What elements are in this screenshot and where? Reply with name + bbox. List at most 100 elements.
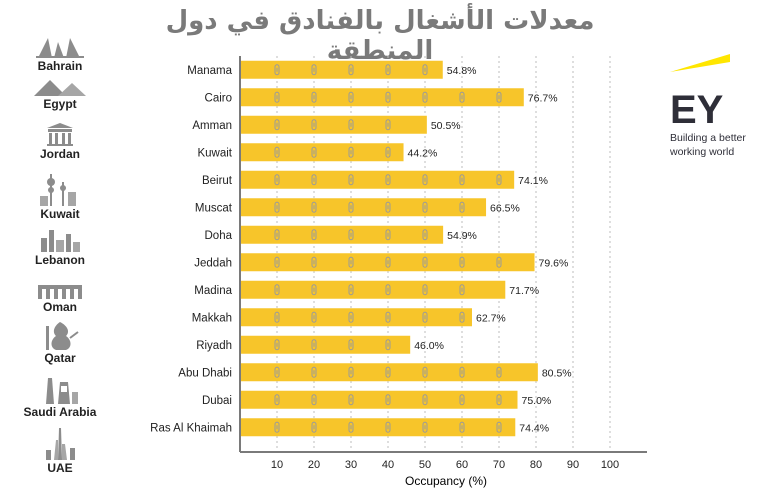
country-label: Qatar bbox=[44, 351, 76, 365]
value-label: 54.8% bbox=[447, 65, 477, 77]
bar-pin-icon bbox=[348, 394, 354, 406]
country-kuwait: Kuwait bbox=[0, 172, 120, 221]
bar-pin-icon bbox=[274, 174, 280, 186]
country-label: Saudi Arabia bbox=[23, 405, 97, 419]
bar-pin-icon bbox=[385, 284, 391, 296]
country-label: Kuwait bbox=[40, 207, 80, 221]
value-label: 79.6% bbox=[539, 257, 569, 269]
bar-pin-icon bbox=[385, 339, 391, 351]
bar-pin-icon bbox=[496, 256, 502, 268]
bar-pin-icon bbox=[274, 229, 280, 241]
bar bbox=[240, 363, 538, 382]
value-label: 75.0% bbox=[522, 395, 552, 407]
bar-pin-icon bbox=[311, 394, 317, 406]
bar-pin-icon bbox=[348, 366, 354, 378]
bar bbox=[240, 225, 444, 244]
bar-pin-icon bbox=[459, 174, 465, 186]
category-label: Jeddah bbox=[194, 257, 232, 269]
bar-pin-icon bbox=[385, 174, 391, 186]
bar bbox=[240, 60, 443, 79]
bar-pin-icon bbox=[274, 366, 280, 378]
bar-pin-icon bbox=[348, 146, 354, 158]
country-label: Oman bbox=[42, 300, 77, 314]
value-label: 50.5% bbox=[431, 120, 461, 132]
bar bbox=[240, 115, 427, 134]
country-label: Lebanon bbox=[35, 253, 85, 267]
bar-pin-icon bbox=[385, 201, 391, 213]
x-tick-label: 80 bbox=[530, 459, 542, 471]
value-label: 74.1% bbox=[518, 175, 548, 187]
bar-pin-icon bbox=[422, 174, 428, 186]
bar-pin-icon bbox=[274, 201, 280, 213]
category-label: Cairo bbox=[205, 92, 232, 104]
bar-pin-icon bbox=[422, 64, 428, 76]
value-label: 44.2% bbox=[408, 147, 438, 159]
bar-pin-icon bbox=[459, 394, 465, 406]
bar-pin-icon bbox=[385, 229, 391, 241]
bar-pin-icon bbox=[311, 229, 317, 241]
country-label: UAE bbox=[47, 461, 73, 475]
x-tick-label: 50 bbox=[419, 459, 431, 471]
bar-pin-icon bbox=[459, 366, 465, 378]
bar-pin-icon bbox=[348, 256, 354, 268]
category-label: Riyadh bbox=[196, 340, 232, 352]
bar-pin-icon bbox=[348, 311, 354, 323]
country-label: Jordan bbox=[39, 147, 80, 161]
bar-pin-icon bbox=[459, 91, 465, 103]
ey-logo: EY Building a better working world bbox=[670, 50, 765, 158]
value-label: 74.4% bbox=[519, 422, 549, 434]
bar bbox=[240, 143, 404, 162]
category-label: Kuwait bbox=[197, 147, 232, 159]
country-saudi-arabia: Saudi Arabia bbox=[0, 374, 120, 419]
ey-tagline-line2: working world bbox=[670, 146, 735, 159]
bar-pin-icon bbox=[385, 64, 391, 76]
bar bbox=[240, 88, 524, 107]
bar-pin-icon bbox=[422, 366, 428, 378]
country-lebanon: Lebanon bbox=[0, 226, 120, 267]
bar-pin-icon bbox=[274, 339, 280, 351]
bar-pin-icon bbox=[348, 229, 354, 241]
bar-pin-icon bbox=[311, 366, 317, 378]
bar-pin-icon bbox=[422, 421, 428, 433]
bar-pin-icon bbox=[422, 394, 428, 406]
bar-pin-icon bbox=[348, 174, 354, 186]
labels: 10 20 30 40 50 60 70 80 90 100 Manama 54.8% Cairo 76.… bbox=[150, 65, 619, 471]
country-icon-column: Bahrain Egypt Jordan Kuwait bbox=[0, 0, 120, 500]
bar-pin-icon bbox=[311, 174, 317, 186]
bar-pin-icon bbox=[311, 311, 317, 323]
bar-pin-icon bbox=[348, 91, 354, 103]
country-oman: Oman bbox=[0, 281, 120, 314]
country-bahrain: Bahrain bbox=[0, 36, 120, 73]
bar-pin-icon bbox=[459, 421, 465, 433]
value-label: 46.0% bbox=[414, 340, 444, 352]
x-tick-label: 70 bbox=[493, 459, 505, 471]
pyramids-icon bbox=[34, 80, 86, 96]
burj-khalifa-icon bbox=[46, 428, 75, 460]
bar bbox=[240, 170, 515, 189]
category-label: Ras Al Khaimah bbox=[150, 422, 232, 434]
x-tick-label: 100 bbox=[601, 459, 619, 471]
bar-pin-icon bbox=[385, 119, 391, 131]
bar-pin-icon bbox=[274, 394, 280, 406]
country-uae: UAE bbox=[0, 428, 120, 475]
bar-pin-icon bbox=[348, 339, 354, 351]
oman-fort-icon bbox=[38, 285, 82, 299]
bar-pin-icon bbox=[311, 284, 317, 296]
value-label: 62.7% bbox=[476, 312, 506, 324]
bar-pin-icon bbox=[348, 119, 354, 131]
bar-pin-icon bbox=[385, 311, 391, 323]
bar-pin-icon bbox=[348, 421, 354, 433]
bar-pin-icon bbox=[422, 229, 428, 241]
bar bbox=[240, 418, 516, 437]
qatar-coffeepot-icon bbox=[46, 322, 79, 350]
bar-pin-icon bbox=[311, 421, 317, 433]
bar-pin-icon bbox=[385, 146, 391, 158]
country-egypt: Egypt bbox=[0, 78, 120, 111]
bar-pin-icon bbox=[422, 201, 428, 213]
bar-pin-icon bbox=[274, 119, 280, 131]
bar-pin-icon bbox=[274, 256, 280, 268]
kuwait-towers-icon bbox=[40, 174, 76, 206]
country-jordan: Jordan bbox=[0, 122, 120, 161]
x-tick-label: 90 bbox=[567, 459, 579, 471]
axes bbox=[239, 56, 647, 453]
